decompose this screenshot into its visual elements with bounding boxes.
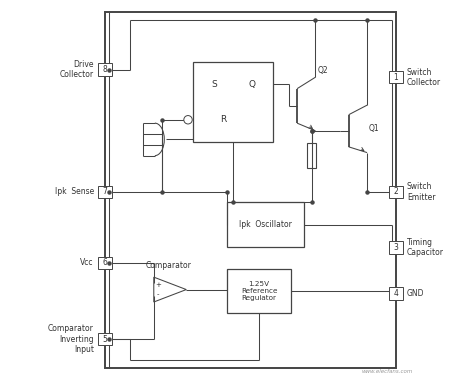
Text: 1.25V
Reference
Regulator: 1.25V Reference Regulator [241,281,277,301]
Bar [98,257,112,269]
Text: Q1: Q1 [369,124,380,133]
Text: 3: 3 [393,243,398,252]
Text: Q2: Q2 [318,66,328,75]
Text: Switch
Collector: Switch Collector [407,68,441,87]
Bar [193,62,273,142]
Text: GND: GND [407,289,424,298]
Text: Drive
Collector: Drive Collector [60,60,94,79]
Bar [98,333,112,346]
Circle shape [184,116,192,124]
Text: Comparator: Comparator [146,261,191,270]
Text: 7: 7 [102,187,108,197]
Bar [389,242,403,253]
Polygon shape [154,277,186,302]
Bar [98,186,112,198]
Text: S: S [212,80,218,89]
Bar [389,186,403,198]
Bar [308,143,316,168]
Text: +: + [155,282,161,288]
Text: 4: 4 [393,289,398,298]
Text: 1: 1 [393,73,398,82]
Text: Vcc: Vcc [81,258,94,267]
Text: Ipk  Oscillator: Ipk Oscillator [239,220,292,229]
Text: www.elecfans.com: www.elecfans.com [362,369,413,374]
Text: 2: 2 [393,187,398,197]
Bar [228,202,304,247]
Text: -: - [157,291,160,297]
Bar [105,12,396,368]
Text: R: R [220,115,227,124]
Bar [389,71,403,83]
Text: Comparator
Inverting
Input: Comparator Inverting Input [48,324,94,354]
Text: Q: Q [248,80,255,89]
Bar [98,63,112,76]
Text: Ipk  Sense: Ipk Sense [55,187,94,197]
Text: Switch
Emitter: Switch Emitter [407,182,436,202]
Text: 6: 6 [102,258,108,267]
Text: 8: 8 [103,65,108,74]
Bar [228,268,291,313]
Text: Timing
Capacitor: Timing Capacitor [407,238,444,257]
Text: 5: 5 [102,335,108,344]
Bar [389,287,403,300]
